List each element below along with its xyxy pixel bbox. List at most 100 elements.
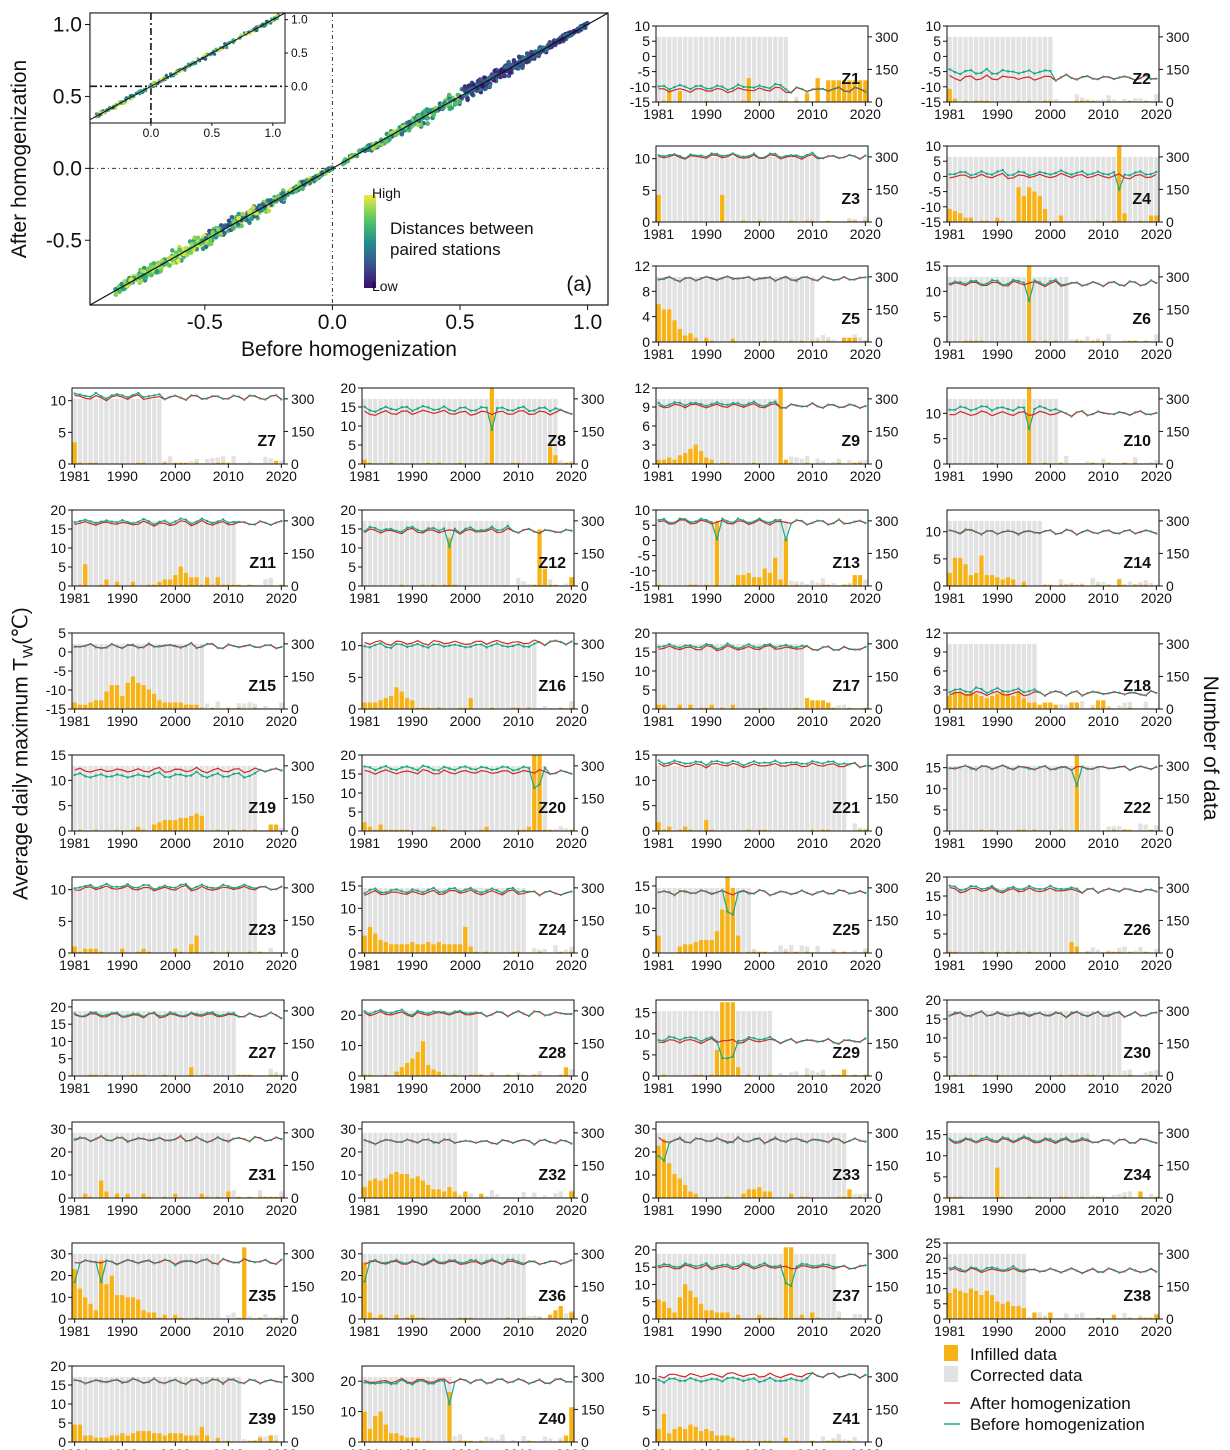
before-point xyxy=(1017,687,1020,690)
corrected-bar xyxy=(173,643,178,709)
before-point xyxy=(543,406,547,409)
panel-y2tick-label: 0 xyxy=(581,578,589,594)
before-point xyxy=(668,521,671,525)
corrected-bar xyxy=(778,945,783,953)
before-point xyxy=(1038,281,1042,284)
scatter-y-axis-title: After homogenization xyxy=(8,60,31,258)
before-point xyxy=(264,770,267,773)
before-point xyxy=(1012,409,1015,412)
before-point xyxy=(837,518,841,521)
panel-y2tick-label: 0 xyxy=(1166,945,1174,961)
scatter-point xyxy=(229,215,235,220)
corrected-bar xyxy=(667,765,672,831)
corrected-bar xyxy=(688,276,693,342)
before-point xyxy=(100,885,103,888)
infilled-bar xyxy=(383,942,388,953)
corrected-bar xyxy=(741,276,746,342)
corrected-bar xyxy=(399,765,404,831)
panel-ytick-label: 15 xyxy=(634,644,650,660)
infilled-bar xyxy=(831,80,836,102)
before-point xyxy=(747,521,750,525)
corrected-bar xyxy=(963,156,968,222)
corrected-bar xyxy=(720,36,725,102)
before-point xyxy=(110,885,114,888)
before-point xyxy=(996,279,999,282)
before-point xyxy=(853,891,856,894)
before-point xyxy=(1065,766,1068,769)
before-point xyxy=(974,530,978,534)
infilled-bar xyxy=(378,940,383,953)
corrected-bar xyxy=(93,520,98,586)
corrected-bar xyxy=(114,887,120,953)
before-point xyxy=(996,888,999,892)
before-point xyxy=(570,412,573,416)
before-point xyxy=(121,1015,124,1018)
before-point xyxy=(1001,764,1004,767)
before-point xyxy=(678,889,682,893)
corrected-bar xyxy=(757,520,762,586)
before-point xyxy=(1065,171,1068,175)
infilled-bar xyxy=(72,702,77,709)
before-point xyxy=(490,768,494,771)
before-point xyxy=(1028,299,1031,303)
corrected-bar xyxy=(1011,887,1016,953)
corrected-bar xyxy=(447,887,452,953)
corrected-bar xyxy=(1053,887,1058,953)
scatter-point xyxy=(426,107,431,113)
panel-xtick-label: 1990 xyxy=(107,1080,138,1096)
corrected-bar xyxy=(979,156,984,222)
corrected-bar xyxy=(473,1010,479,1076)
before-point xyxy=(668,761,671,765)
corrected-bar xyxy=(526,643,532,709)
infilled-bar xyxy=(1042,209,1048,222)
panel-frame xyxy=(361,754,575,832)
before-point xyxy=(248,394,251,397)
before-point xyxy=(1001,406,1004,409)
before-point xyxy=(384,1011,388,1014)
panel-ytick-label: 9 xyxy=(642,399,650,415)
before-point xyxy=(527,409,531,413)
infilled-bar xyxy=(995,217,1000,222)
infilled-bar xyxy=(1048,702,1053,709)
corrected-bar xyxy=(736,643,741,709)
corrected-bar xyxy=(362,765,367,831)
corrected-bar xyxy=(773,643,778,709)
scatter-point xyxy=(141,265,147,271)
panel-y2tick-label: 0 xyxy=(291,945,299,961)
infilled-bar xyxy=(362,702,367,709)
before-point xyxy=(726,154,729,157)
before-point xyxy=(153,1011,156,1014)
before-point xyxy=(800,155,803,159)
before-point xyxy=(1112,690,1116,694)
corrected-bar xyxy=(279,702,284,709)
infilled-bar xyxy=(688,448,693,464)
before-point xyxy=(800,644,803,648)
panel-ytick-label: 6 xyxy=(933,663,941,679)
corrected-bar xyxy=(231,765,236,831)
before-point xyxy=(1155,765,1158,769)
panel-y2tick-label: 300 xyxy=(1166,636,1190,652)
before-point xyxy=(990,884,994,888)
before-point xyxy=(974,279,978,283)
inset-xtick-label: 1.0 xyxy=(264,126,281,140)
infilled-bar xyxy=(783,538,788,586)
panel-station-label: Z8 xyxy=(547,433,566,450)
before-point xyxy=(121,774,124,777)
panel-y2tick-label: 0 xyxy=(875,214,883,230)
before-point xyxy=(1118,283,1121,287)
corrected-bar xyxy=(683,520,688,586)
panel-xtick-label: 2000 xyxy=(160,590,191,606)
panel-y2tick-label: 300 xyxy=(875,391,899,407)
panel-ytick-label: 5 xyxy=(933,33,941,49)
before-point xyxy=(1091,412,1095,416)
panel-frame xyxy=(361,509,575,587)
before-point xyxy=(527,527,531,531)
corrected-bar xyxy=(783,643,788,709)
corrected-bar xyxy=(1037,398,1042,464)
before-point xyxy=(827,277,830,280)
before-point xyxy=(464,1012,467,1015)
before-point xyxy=(953,71,957,74)
corrected-bar xyxy=(762,643,767,709)
before-point xyxy=(1118,76,1121,79)
